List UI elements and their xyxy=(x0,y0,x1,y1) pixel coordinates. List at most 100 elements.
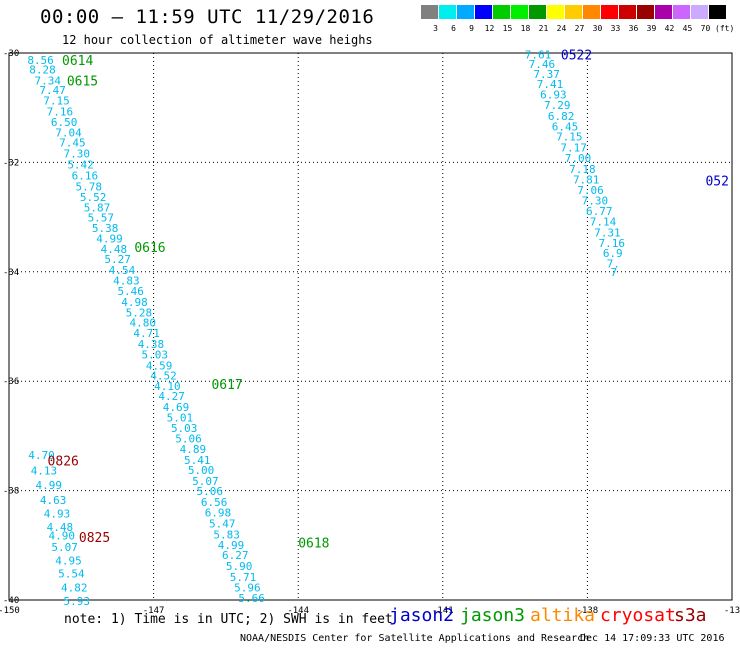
swh-point: 8.56 xyxy=(27,54,54,67)
swh-point: 4.99 xyxy=(218,539,245,552)
swh-point: 4.10 xyxy=(154,380,181,393)
swh-point: 7.30 xyxy=(582,195,609,208)
swh-point: 7.34 xyxy=(35,74,62,87)
legend-label: 3 xyxy=(433,24,438,33)
swh-point: 7.15 xyxy=(556,131,583,144)
legend-swatch xyxy=(655,5,672,19)
swh-point: 4.80 xyxy=(130,317,157,330)
pass-label: 0618 xyxy=(298,537,329,552)
pass-label: 0616 xyxy=(134,241,165,256)
swh-point: 4.13 xyxy=(31,464,58,477)
y-tick-label: -38 xyxy=(3,487,19,497)
swh-point: 4.54 xyxy=(109,264,136,277)
swh-point: 5.00 xyxy=(188,464,215,477)
swh-point: 5.07 xyxy=(192,475,219,488)
pass-label: 0825 xyxy=(79,531,110,546)
swh-point: 6.50 xyxy=(51,116,78,129)
swh-point: 6.56 xyxy=(201,496,228,509)
swh-point: 7.16 xyxy=(598,237,625,250)
legend-swatch xyxy=(565,5,582,19)
swh-point: 7.06 xyxy=(577,184,604,197)
swh-point: 5.52 xyxy=(80,191,107,204)
x-tick-label: -144 xyxy=(287,606,309,616)
legend-label: 39 xyxy=(646,24,657,33)
swh-point: 7.81 xyxy=(573,173,600,186)
footer-timestamp: Dec 14 17:09:33 UTC 2016 xyxy=(580,633,725,644)
swh-point: 5.93 xyxy=(63,595,90,608)
legend-label: 9 xyxy=(469,24,474,33)
x-tick-label: -147 xyxy=(143,606,165,616)
swh-point: 5.27 xyxy=(104,253,131,266)
mission-s3a: s3a xyxy=(674,605,707,626)
swh-point: 4.93 xyxy=(44,508,70,521)
swh-point: 7.30 xyxy=(63,148,90,161)
y-tick-label: -40 xyxy=(3,596,19,606)
legend-label: 15 xyxy=(502,24,513,33)
swh-point: 7.04 xyxy=(55,126,82,139)
swh-point: 8.28 xyxy=(29,63,56,76)
legend-swatch xyxy=(421,5,438,19)
swh-point: 7.37 xyxy=(533,68,560,81)
mission-cryosat: cryosat xyxy=(600,605,676,626)
swh-point: 4.59 xyxy=(146,359,173,372)
swh-point: 7.15 xyxy=(43,95,70,108)
footer-credit: NOAA/NESDIS Center for Satellite Applica… xyxy=(240,633,590,644)
mission-altika: altika xyxy=(530,605,596,626)
swh-point: 4.27 xyxy=(158,390,185,403)
swh-point: 7.61 xyxy=(525,49,552,62)
swh-point: 5.90 xyxy=(226,560,253,573)
swh-point: 5.28 xyxy=(126,306,153,319)
legend-swatch xyxy=(529,5,546,19)
swh-point: 4.83 xyxy=(113,275,140,288)
swh-point: 5.03 xyxy=(142,348,169,361)
swh-point: 5.71 xyxy=(230,571,256,584)
swh-point: 5.96 xyxy=(234,581,261,594)
swh-point: 4.89 xyxy=(180,443,207,456)
pass-label: 0826 xyxy=(48,455,79,470)
swh-point: 4.95 xyxy=(55,555,82,568)
pass-label: 052 xyxy=(705,174,728,189)
swh-point: 4.90 xyxy=(49,529,76,542)
swh-point: 7.41 xyxy=(537,78,564,91)
x-tick-label: -141 xyxy=(432,606,454,616)
swh-point: 6.98 xyxy=(205,506,232,519)
swh-point: 4.48 xyxy=(47,521,74,534)
x-tick-label: -150 xyxy=(0,606,20,616)
swh-point: 5.87 xyxy=(84,201,111,214)
swh-point: 5.38 xyxy=(92,222,119,235)
swh-point: 5.83 xyxy=(213,528,240,541)
swh-point: 5.01 xyxy=(167,411,194,424)
swh-point: 4.48 xyxy=(101,243,128,256)
legend-label: 30 xyxy=(592,24,603,33)
swh-point: 7. xyxy=(607,258,620,271)
swh-point: 7.14 xyxy=(590,215,617,228)
swh-point: 5.06 xyxy=(196,485,223,498)
swh-point: 5.42 xyxy=(67,159,94,172)
y-tick-label: -34 xyxy=(3,268,19,278)
legend-swatch xyxy=(601,5,618,19)
legend-swatch xyxy=(439,5,456,19)
y-tick-label: -30 xyxy=(3,49,19,59)
swh-point: 4.63 xyxy=(40,494,67,507)
legend-label: 24 xyxy=(556,24,567,33)
swh-point: 7.47 xyxy=(39,84,65,97)
swh-point: 5.47 xyxy=(209,517,236,530)
swh-point: 5.66 xyxy=(238,592,265,605)
legend-swatch xyxy=(673,5,690,19)
swh-point: 6.16 xyxy=(72,170,99,183)
swh-point: 7 xyxy=(611,266,618,279)
page-title: 00:00 – 11:59 UTC 11/29/2016 xyxy=(40,6,375,28)
swh-point: 5.41 xyxy=(184,454,211,467)
swh-point: 4.71 xyxy=(133,327,160,340)
page-subtitle: 12 hour collection of altimeter wave hei… xyxy=(62,33,373,47)
swh-point: 4.99 xyxy=(96,232,123,245)
swh-point: 7.31 xyxy=(594,226,621,239)
swh-point: 4.38 xyxy=(138,338,165,351)
legend-swatch xyxy=(691,5,708,19)
swh-point: 5.46 xyxy=(117,285,144,298)
pass-label: 0615 xyxy=(67,74,98,89)
legend-label: 27 xyxy=(574,24,585,33)
legend-label: 36 xyxy=(628,24,639,33)
swh-point: 7.16 xyxy=(47,106,74,119)
